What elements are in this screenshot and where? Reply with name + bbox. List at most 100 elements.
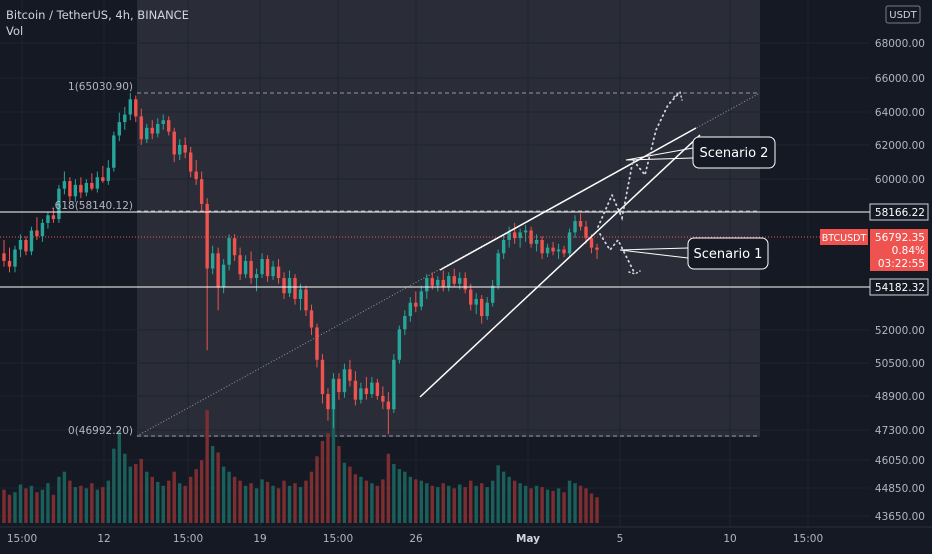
candle-body xyxy=(342,369,347,393)
volume-bar xyxy=(562,492,566,523)
volume-bar xyxy=(62,471,67,523)
volume-bar xyxy=(73,487,78,523)
volume-bar xyxy=(309,471,314,523)
candle-body xyxy=(183,144,187,153)
wedge-lower-line[interactable] xyxy=(419,134,701,398)
price-axis[interactable]: 68000.00 66000.00 64000.00 62000.00 60000.00… xyxy=(875,38,925,523)
candle-body xyxy=(57,188,61,220)
volume-bar xyxy=(210,446,215,523)
last-price-badge-box xyxy=(870,229,928,271)
volume-bar xyxy=(436,487,440,523)
volume-bar xyxy=(584,488,588,523)
volume-bar xyxy=(337,446,341,523)
candle-body xyxy=(386,401,391,410)
candle-body xyxy=(112,135,116,168)
time-axis-tick: 19 xyxy=(253,533,266,545)
volume-bar xyxy=(2,489,6,523)
candle-body xyxy=(13,249,17,267)
volume-bar xyxy=(84,488,89,523)
ticker-badge-box xyxy=(820,229,868,245)
candle-body xyxy=(430,278,434,286)
candle-body xyxy=(46,215,50,223)
volume-bar xyxy=(112,448,116,523)
candle-body xyxy=(265,259,270,277)
candle-body xyxy=(73,184,78,197)
volume-bar xyxy=(271,485,275,523)
candle-body xyxy=(172,131,176,155)
candle-body xyxy=(51,215,56,220)
price-axis-tick: 50500.00 xyxy=(875,358,925,370)
candle-body xyxy=(507,232,511,241)
candle-body xyxy=(298,289,303,299)
scenario-2-path[interactable] xyxy=(597,91,681,228)
scenario-2-arrowhead xyxy=(673,90,683,101)
volume-bar xyxy=(540,487,544,523)
candle-body xyxy=(375,382,380,396)
volume-bar xyxy=(172,471,176,523)
candle-body xyxy=(479,298,484,317)
level-badge-lower-box xyxy=(869,278,929,296)
candle-body xyxy=(232,238,237,256)
volume-bar xyxy=(386,453,391,523)
candle-body xyxy=(287,278,292,294)
level-badge-lower[interactable]: 54182.32 xyxy=(869,278,929,296)
candle-body xyxy=(221,264,226,288)
candle-body xyxy=(348,369,352,381)
volume-bar xyxy=(381,479,385,523)
volume-bar xyxy=(529,488,533,523)
candle-body xyxy=(7,260,12,267)
candle-body xyxy=(403,316,407,330)
candle-body xyxy=(293,278,297,299)
volume-bar xyxy=(414,479,418,523)
candle-body xyxy=(469,289,473,305)
level-badge-upper[interactable]: 58166.22 xyxy=(869,203,929,221)
callout-scenario-2[interactable]: Scenario 2 xyxy=(692,136,776,169)
scenario-1-path[interactable] xyxy=(599,233,635,273)
volume-bar xyxy=(430,485,434,523)
volume-bar xyxy=(490,480,495,523)
level-badge-lower-text: 54182.32 xyxy=(875,282,925,294)
volume-bar xyxy=(265,481,270,523)
volume-bar xyxy=(238,480,242,523)
time-axis-tick: 15:00 xyxy=(173,533,203,545)
volume-bar xyxy=(595,497,599,523)
last-price-badge[interactable]: 56792.35 0.84% 03:22:55 xyxy=(870,229,928,271)
volume-bar xyxy=(573,483,577,523)
callout-scenario-1[interactable]: Scenario 1 xyxy=(687,237,769,270)
volume-bar xyxy=(24,488,28,523)
candle-body xyxy=(260,259,264,275)
volume-bar xyxy=(501,471,506,523)
candle-body xyxy=(578,220,583,227)
candle-body xyxy=(320,359,325,395)
last-price-value: 56792.35 xyxy=(875,232,925,244)
volume-bar xyxy=(485,487,489,523)
level-badge-upper-text: 58166.22 xyxy=(875,207,925,219)
candle-body xyxy=(496,253,500,286)
price-axis-tick: 46050.00 xyxy=(875,455,925,467)
volume-bar xyxy=(397,469,402,523)
candle-body xyxy=(534,240,539,244)
candle-body xyxy=(84,182,89,193)
currency-badge-text: USDT xyxy=(889,10,917,21)
candle-body xyxy=(441,279,445,288)
time-axis[interactable]: 15:00 12 15:00 19 15:00 26 May 5 10 15:00 xyxy=(7,533,823,545)
volume-bar xyxy=(150,476,154,523)
candle-body xyxy=(518,232,522,239)
volume-bar xyxy=(293,483,297,523)
candle-body xyxy=(101,177,105,182)
volume-bar xyxy=(474,485,478,523)
volume-bar xyxy=(463,487,467,523)
candle-body xyxy=(167,120,171,132)
volume-bar xyxy=(408,476,413,523)
time-axis-tick: 10 xyxy=(723,533,736,545)
symbol-legend[interactable]: Bitcoin / TetherUS, 4h, BINANCE xyxy=(6,8,189,22)
candle-body xyxy=(2,253,6,261)
volume-legend[interactable]: Vol xyxy=(6,24,23,38)
wedge-upper-line[interactable] xyxy=(439,127,697,271)
time-axis-tick: 15:00 xyxy=(323,533,353,545)
volume-bar xyxy=(199,460,204,523)
currency-badge[interactable]: USDT xyxy=(885,5,921,24)
ticker-badge[interactable]: BTCUSDT xyxy=(820,229,868,245)
volume-bar xyxy=(359,476,363,523)
